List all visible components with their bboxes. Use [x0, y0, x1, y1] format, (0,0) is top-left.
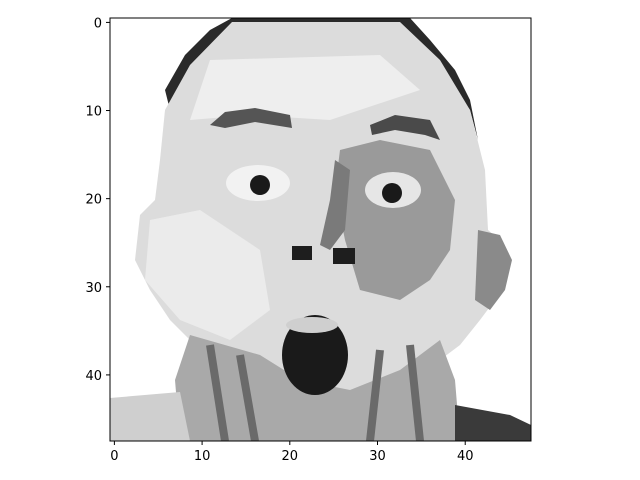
y-tick-label: 20 [85, 193, 102, 208]
ear-right [475, 230, 512, 310]
y-tick-label: 30 [85, 281, 102, 296]
face-shadow-right [335, 140, 455, 300]
mouth-open [282, 315, 348, 395]
eyebrow-left [210, 108, 292, 128]
nostril-left [292, 246, 312, 260]
x-tick-label: 40 [457, 449, 474, 464]
shoulder-left [110, 392, 190, 441]
nostril-right [333, 248, 355, 264]
x-tick-label: 30 [369, 449, 386, 464]
shoulder-right [455, 405, 531, 441]
nose-shadow [320, 160, 350, 250]
forehead-highlight [190, 55, 420, 120]
x-tick-label: 0 [110, 449, 118, 464]
eye-right-pupil [382, 183, 402, 203]
eyebrow-right [370, 115, 440, 140]
y-tick-label: 10 [85, 105, 102, 120]
x-tick-label: 20 [282, 449, 299, 464]
y-tick-label: 0 [94, 16, 102, 31]
x-axis-ticks: 0 10 20 30 40 [110, 441, 473, 464]
x-tick-label: 10 [194, 449, 211, 464]
cheek-highlight-left [145, 210, 270, 340]
y-tick-label: 40 [85, 369, 102, 384]
y-axis-ticks: 0 10 20 30 40 [85, 16, 110, 384]
axes-frame [109, 17, 532, 442]
eye-left-pupil [250, 175, 270, 195]
neck-tendons [206, 344, 424, 441]
heatmap-image [110, 18, 531, 441]
mouth-lip-highlight [286, 317, 338, 333]
